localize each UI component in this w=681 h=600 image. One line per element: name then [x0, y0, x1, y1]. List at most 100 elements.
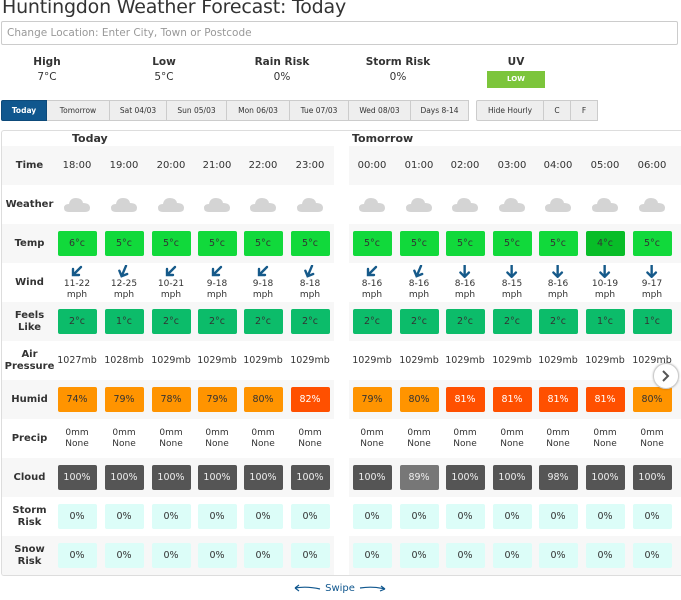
wind-cell: 8-16 mph: [349, 263, 395, 302]
summary-rain-value: 0%: [273, 71, 291, 83]
snow-cell: 0%: [489, 536, 535, 575]
cloud-icon: [406, 198, 432, 212]
wind-direction-icon: [366, 265, 378, 277]
weather-cell: [148, 185, 194, 224]
precip-type: None: [546, 438, 570, 449]
weather-cell: [396, 185, 442, 224]
cloud-cell: 100%: [101, 458, 147, 497]
weather-cell: [629, 185, 675, 224]
summary-uv-label: UV: [507, 56, 525, 68]
tab-days-8-14[interactable]: Days 8-14: [411, 100, 469, 121]
row-precip: Precip 0mm None 0mm None 0mm None 0mm None 0mm Non…: [2, 419, 681, 458]
hourly-forecast-table[interactable]: Today Tomorrow Time 18:00 19:00 20:00 21:00 2…: [1, 130, 681, 576]
feels-chip: 2°c: [57, 309, 97, 334]
temp-chip: 5°c: [104, 231, 144, 256]
storm-cell: 0%: [442, 497, 488, 536]
temp-chip: 5°c: [538, 231, 578, 256]
weather-cell: [54, 185, 100, 224]
location-search-input[interactable]: [1, 21, 678, 45]
snow-chip: 0%: [492, 543, 532, 568]
storm-chip: 0%: [538, 504, 578, 529]
wind-cell: 8-15 mph: [489, 263, 535, 302]
humid-chip: 81%: [538, 387, 578, 412]
cloud-chip: 100%: [151, 465, 191, 490]
wind-speed: 10-19: [591, 279, 619, 289]
wind-speed: 12-25: [110, 279, 138, 289]
snow-cell: 0%: [442, 536, 488, 575]
wind-unit: mph: [361, 289, 383, 300]
storm-chip: 0%: [492, 504, 532, 529]
humid-cell: 74%: [54, 380, 100, 419]
wind-cell: 11-22 mph: [54, 263, 100, 302]
feels-chip: 2°c: [445, 309, 485, 334]
summary-high-label: High: [33, 56, 61, 68]
precip-amount: 0mm: [360, 428, 384, 438]
snow-chip: 0%: [585, 543, 625, 568]
summary-uv: UV LOW: [471, 55, 561, 88]
precip-amount: 0mm: [251, 428, 275, 438]
row-label-temp: Temp: [14, 237, 45, 249]
storm-cell: 0%: [194, 497, 240, 536]
pressure-cell: 1029mb: [632, 355, 672, 366]
scroll-next-button[interactable]: [653, 363, 679, 389]
celsius-button[interactable]: C: [544, 100, 571, 121]
uv-level-badge: LOW: [487, 71, 545, 88]
snow-cell: 0%: [287, 536, 333, 575]
humid-chip: 79%: [352, 387, 392, 412]
group-header-tomorrow: Tomorrow: [352, 132, 414, 145]
wind-cell: 9-18 mph: [194, 263, 240, 302]
snow-chip: 0%: [445, 543, 485, 568]
cloud-cell: 100%: [442, 458, 488, 497]
wind-cell: 10-19 mph: [582, 263, 628, 302]
summary-low: Low 5°C: [119, 55, 209, 85]
cloud-icon: [359, 198, 385, 212]
wind-speed: 10-21: [157, 279, 185, 289]
tab-sat[interactable]: Sat 04/03: [110, 100, 167, 121]
feels-cell: 2°c: [396, 302, 442, 341]
storm-chip: 0%: [57, 504, 97, 529]
feels-chip: 2°c: [197, 309, 237, 334]
cloud-chip: 100%: [445, 465, 485, 490]
tab-mon[interactable]: Mon 06/03: [227, 100, 290, 121]
cloud-icon: [499, 198, 525, 212]
temp-cell: 6°c: [54, 224, 100, 263]
time-cell: 06:00: [637, 160, 667, 171]
snow-cell: 0%: [629, 536, 675, 575]
wind-direction-icon: [506, 265, 518, 278]
tab-tomorrow[interactable]: Tomorrow: [47, 100, 110, 121]
wind-cell: 12-25 mph: [101, 263, 147, 302]
humid-cell: 79%: [194, 380, 240, 419]
tab-wed[interactable]: Wed 08/03: [349, 100, 411, 121]
tab-sun[interactable]: Sun 05/03: [167, 100, 227, 121]
summary-high-value: 7°C: [37, 71, 57, 83]
cloud-chip: 100%: [585, 465, 625, 490]
summary-bar: High 7°C Low 5°C Rain Risk 0% Storm Risk…: [0, 55, 681, 91]
wind-direction-icon: [599, 265, 611, 278]
snow-chip: 0%: [243, 543, 283, 568]
day-tabs: Today Tomorrow Sat 04/03 Sun 05/03 Mon 0…: [1, 100, 469, 121]
humid-cell: 79%: [349, 380, 395, 419]
temp-cell: 5°c: [489, 224, 535, 263]
tab-today[interactable]: Today: [1, 100, 47, 121]
precip-cell: 0mm None: [442, 419, 488, 458]
precip-cell: 0mm None: [349, 419, 395, 458]
snow-cell: 0%: [535, 536, 581, 575]
pressure-cell: 1029mb: [243, 355, 283, 366]
wind-unit: mph: [454, 289, 476, 300]
feels-chip: 1°c: [585, 309, 625, 334]
summary-storm-label: Storm Risk: [365, 56, 431, 68]
fahrenheit-button[interactable]: F: [571, 100, 598, 121]
hide-hourly-button[interactable]: Hide Hourly: [476, 100, 544, 121]
tab-tue[interactable]: Tue 07/03: [290, 100, 349, 121]
snow-chip: 0%: [57, 543, 97, 568]
cloud-chip: 100%: [492, 465, 532, 490]
wind-direction-icon: [646, 265, 658, 278]
pressure-cell: 1029mb: [538, 355, 578, 366]
cloud-icon: [64, 198, 90, 212]
storm-cell: 0%: [349, 497, 395, 536]
humid-cell: 80%: [396, 380, 442, 419]
snow-chip: 0%: [632, 543, 672, 568]
pressure-cell: 1027mb: [57, 355, 97, 366]
time-cell: 19:00: [109, 160, 139, 171]
row-label-pressure: Air Pressure: [4, 348, 55, 372]
